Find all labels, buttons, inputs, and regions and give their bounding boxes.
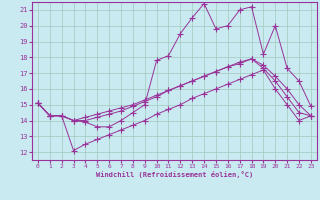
X-axis label: Windchill (Refroidissement éolien,°C): Windchill (Refroidissement éolien,°C) (96, 171, 253, 178)
